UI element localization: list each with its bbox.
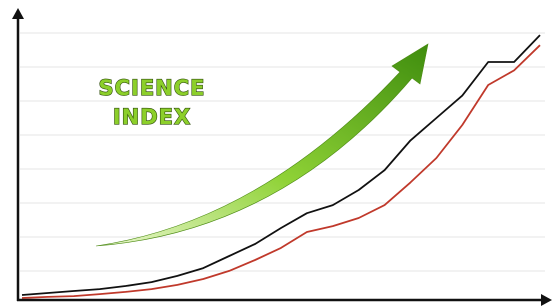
chart-title: INDEX <box>113 105 191 129</box>
data-line <box>22 35 540 295</box>
chart-title: SCIENCE <box>98 76 205 100</box>
growth-arrow <box>96 44 428 246</box>
x-axis-arrow <box>541 294 552 306</box>
page: SCIENCE INDEX (() => { const data = JSON… <box>0 0 554 307</box>
chart: SCIENCE INDEX <box>0 0 554 307</box>
grid <box>20 33 545 271</box>
plot <box>22 35 540 298</box>
y-axis-arrow <box>12 8 24 19</box>
